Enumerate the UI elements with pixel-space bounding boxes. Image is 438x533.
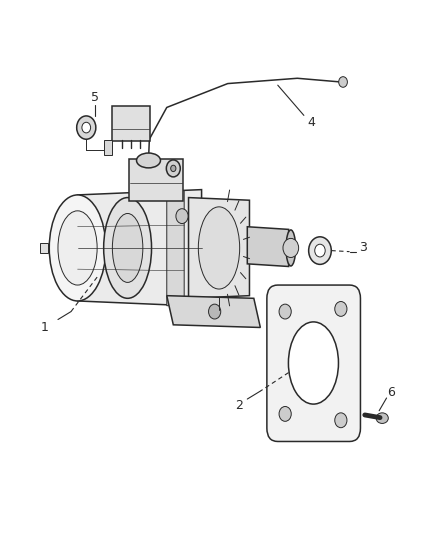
- Circle shape: [315, 244, 325, 257]
- Circle shape: [339, 77, 347, 87]
- Polygon shape: [40, 243, 48, 253]
- Polygon shape: [167, 296, 260, 327]
- FancyBboxPatch shape: [267, 285, 360, 441]
- Circle shape: [279, 304, 291, 319]
- Circle shape: [335, 413, 347, 427]
- Ellipse shape: [49, 195, 106, 301]
- Circle shape: [171, 165, 176, 172]
- Circle shape: [335, 302, 347, 317]
- Text: 1: 1: [41, 321, 49, 334]
- FancyBboxPatch shape: [129, 159, 183, 201]
- Circle shape: [176, 209, 188, 223]
- Ellipse shape: [286, 230, 296, 266]
- Polygon shape: [188, 198, 250, 298]
- Ellipse shape: [137, 153, 160, 168]
- Polygon shape: [247, 227, 289, 266]
- Circle shape: [309, 237, 331, 264]
- Ellipse shape: [104, 198, 152, 298]
- Polygon shape: [167, 191, 184, 306]
- Circle shape: [208, 304, 221, 319]
- FancyBboxPatch shape: [112, 107, 150, 141]
- Circle shape: [166, 160, 180, 177]
- Text: 6: 6: [387, 386, 395, 399]
- Ellipse shape: [376, 413, 389, 423]
- Circle shape: [77, 116, 96, 139]
- Text: 4: 4: [307, 116, 315, 129]
- Ellipse shape: [113, 214, 143, 282]
- Circle shape: [279, 407, 291, 421]
- Circle shape: [283, 238, 299, 257]
- Circle shape: [82, 122, 91, 133]
- Polygon shape: [104, 140, 113, 155]
- Text: 5: 5: [91, 91, 99, 104]
- Ellipse shape: [58, 211, 97, 285]
- Ellipse shape: [288, 322, 339, 404]
- Text: 2: 2: [235, 399, 243, 412]
- Polygon shape: [78, 190, 201, 306]
- Text: 3: 3: [360, 241, 367, 254]
- Ellipse shape: [198, 207, 240, 289]
